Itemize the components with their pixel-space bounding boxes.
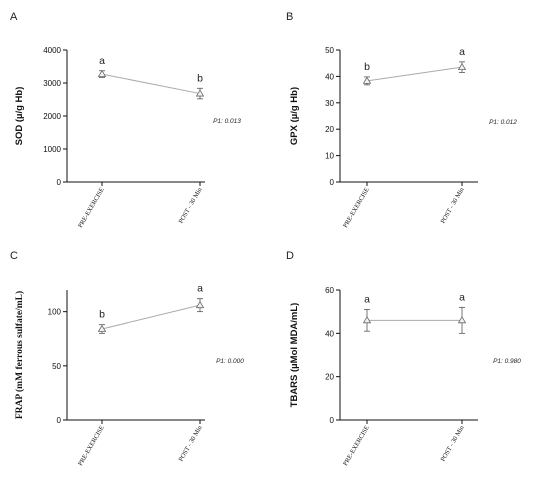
chart-panel-a: A 0 1000 2000 3000 4000 PRE-EXERCISE POST - 30 … <box>10 11 241 229</box>
panel-letter: B <box>286 11 293 23</box>
y-axis-label: SOD (µ/g Hb) <box>14 87 25 146</box>
significance-letter: b <box>364 61 370 73</box>
significance-letter: a <box>364 294 370 306</box>
x-tick-label: PRE-EXERCISE <box>342 186 371 229</box>
y-tick-label: 1000 <box>43 145 61 154</box>
panel-letter: D <box>286 250 294 262</box>
panel-letter: A <box>10 11 18 23</box>
p-value-label: P1: 0.000 <box>216 358 244 365</box>
data-point <box>457 316 467 324</box>
y-axis-label: TBARS (µMol MDA/mL) <box>289 303 300 408</box>
y-tick-label: 20 <box>325 373 334 382</box>
y-axis-label: FRAP (mM ferrous sulfate/mL) <box>14 291 25 419</box>
significance-letter: b <box>99 309 105 321</box>
y-tick-label: 50 <box>325 46 334 55</box>
chart-panel-c: C 0 50 100 PRE-EXERCISE POST - 30 Min FRAP (mM… <box>10 250 244 467</box>
data-point <box>457 62 467 71</box>
y-tick-label: 40 <box>325 329 334 338</box>
x-tick-label: PRE-EXERCISE <box>77 424 106 467</box>
data-point <box>195 89 205 97</box>
y-axis-label: GPX (µ/g Hb) <box>289 87 300 145</box>
y-tick-label: 0 <box>57 416 62 425</box>
y-tick-label: 0 <box>57 178 62 187</box>
data-point <box>362 316 372 324</box>
x-tick-label: POST - 30 Min <box>440 424 467 463</box>
y-tick-label: 4000 <box>43 46 61 55</box>
chart-panel-b: B 0 10 20 30 40 50 PRE-EXERCISE POST - 30 Min GPX… <box>286 11 517 229</box>
y-tick-label: 10 <box>325 152 334 161</box>
y-tick-label: 50 <box>52 362 61 371</box>
y-tick-label: 0 <box>330 178 335 187</box>
panel-letter: C <box>10 250 18 262</box>
data-point <box>362 76 372 84</box>
data-point <box>97 324 107 332</box>
series-line <box>366 66 463 82</box>
data-point <box>97 69 107 77</box>
significance-letter: a <box>459 46 465 58</box>
p-value-label: P1: 0.013 <box>213 118 241 125</box>
y-tick-label: 0 <box>330 416 335 425</box>
y-tick-label: 100 <box>48 308 62 317</box>
p-value-label: P1: 0.012 <box>489 119 517 126</box>
y-tick-label: 60 <box>325 286 334 295</box>
y-tick-label: 2000 <box>43 112 61 121</box>
y-tick-label: 3000 <box>43 79 61 88</box>
significance-letter: b <box>197 72 203 84</box>
x-tick-label: POST - 30 Min <box>178 186 205 225</box>
significance-letter: a <box>99 55 105 67</box>
chart-panel-d: D 0 20 40 60 PRE-EXERCISE POST - 30 Min TBARS (… <box>286 250 521 467</box>
y-tick-label: 40 <box>325 72 334 81</box>
series-line <box>101 73 201 95</box>
x-tick-label: POST - 30 Min <box>440 186 467 225</box>
p-value-label: P1: 0.980 <box>493 358 521 365</box>
series-line <box>101 304 201 330</box>
x-tick-label: PRE-EXERCISE <box>77 186 106 229</box>
significance-letter: a <box>197 283 203 295</box>
x-tick-label: POST - 30 Min <box>178 424 205 463</box>
data-point <box>195 300 205 309</box>
significance-letter: a <box>459 291 465 303</box>
y-tick-label: 30 <box>325 99 334 108</box>
x-tick-label: PRE-EXERCISE <box>342 424 371 467</box>
y-tick-label: 20 <box>325 125 334 134</box>
